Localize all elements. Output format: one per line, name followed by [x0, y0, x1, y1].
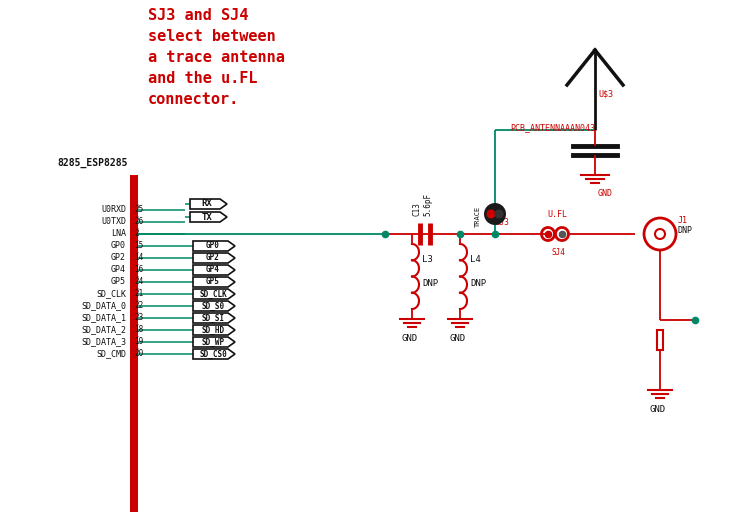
Text: LNA: LNA	[111, 229, 126, 239]
Polygon shape	[193, 349, 235, 359]
Text: GND: GND	[402, 334, 418, 343]
Text: GP0: GP0	[111, 242, 126, 250]
Text: 16: 16	[134, 266, 143, 274]
Text: SD_DATA_2: SD_DATA_2	[81, 326, 126, 334]
Text: GP5: GP5	[111, 278, 126, 287]
Text: SD_CLK: SD_CLK	[200, 289, 226, 298]
Circle shape	[494, 209, 503, 219]
Bar	[657, 330, 663, 350]
Polygon shape	[193, 265, 235, 275]
Text: DNP: DNP	[678, 226, 693, 235]
Text: SD_WP: SD_WP	[202, 337, 224, 347]
Text: 19: 19	[134, 337, 143, 347]
Text: SJ3: SJ3	[496, 218, 510, 227]
Text: GP4: GP4	[111, 266, 126, 274]
Text: SD_CS0: SD_CS0	[200, 350, 226, 358]
Text: 22: 22	[134, 302, 143, 310]
Text: 18: 18	[134, 326, 143, 334]
Polygon shape	[193, 241, 235, 251]
Text: L4: L4	[470, 254, 481, 264]
Text: TX: TX	[202, 212, 212, 222]
Text: 8285_ESP8285: 8285_ESP8285	[58, 158, 128, 168]
Text: J1: J1	[678, 216, 688, 225]
Text: GP0: GP0	[206, 242, 220, 250]
Text: L3: L3	[422, 254, 433, 264]
Text: 2: 2	[134, 229, 139, 239]
Polygon shape	[193, 325, 235, 335]
Text: C13: C13	[413, 202, 422, 216]
Text: 5.6pF: 5.6pF	[424, 193, 433, 216]
Text: 14: 14	[134, 253, 143, 263]
Text: U$3: U$3	[598, 90, 613, 99]
Circle shape	[484, 203, 506, 225]
Text: U0TXD: U0TXD	[101, 218, 126, 226]
Text: SD_HD: SD_HD	[202, 326, 224, 334]
Text: GP5: GP5	[206, 278, 220, 287]
Polygon shape	[193, 337, 235, 347]
Circle shape	[487, 209, 496, 219]
Polygon shape	[193, 301, 235, 311]
Text: DNP: DNP	[470, 280, 486, 288]
Text: 21: 21	[134, 289, 143, 298]
Text: GND: GND	[598, 189, 613, 198]
Text: SD_CMD: SD_CMD	[96, 350, 126, 358]
Text: 25: 25	[134, 205, 143, 215]
Text: SJ3 and SJ4
select between
a trace antenna
and the u.FL
connector.: SJ3 and SJ4 select between a trace anten…	[148, 8, 285, 107]
Circle shape	[644, 218, 676, 250]
Text: SD_DATA_1: SD_DATA_1	[81, 313, 126, 323]
Text: 26: 26	[134, 218, 143, 226]
Text: GP2: GP2	[111, 253, 126, 263]
Text: 24: 24	[134, 278, 143, 287]
Text: SD_S0: SD_S0	[202, 302, 224, 311]
Text: GP4: GP4	[206, 266, 220, 274]
Text: GND: GND	[450, 334, 466, 343]
Polygon shape	[190, 212, 227, 222]
Text: 20: 20	[134, 350, 143, 358]
Text: RX: RX	[202, 200, 212, 208]
Circle shape	[655, 229, 665, 239]
Text: SD_DATA_0: SD_DATA_0	[81, 302, 126, 310]
Polygon shape	[193, 253, 235, 263]
Text: U0RXD: U0RXD	[101, 205, 126, 215]
Text: U.FL: U.FL	[547, 210, 567, 219]
Text: 23: 23	[134, 313, 143, 323]
Text: 15: 15	[134, 242, 143, 250]
Text: SD_CLK: SD_CLK	[96, 289, 126, 298]
Bar	[130, 175, 138, 512]
Text: GND: GND	[650, 405, 666, 414]
Text: SD_DATA_3: SD_DATA_3	[81, 337, 126, 347]
Text: SD_SI: SD_SI	[202, 313, 224, 323]
Polygon shape	[190, 199, 227, 209]
Text: GP2: GP2	[206, 253, 220, 263]
Text: PCB_ANTENNAAAN043: PCB_ANTENNAAAN043	[510, 123, 595, 132]
Polygon shape	[193, 313, 235, 323]
Text: DNP: DNP	[422, 280, 438, 288]
Polygon shape	[193, 289, 235, 299]
Text: SJ4: SJ4	[551, 248, 565, 257]
Polygon shape	[193, 277, 235, 287]
Text: TRACE: TRACE	[475, 205, 481, 227]
